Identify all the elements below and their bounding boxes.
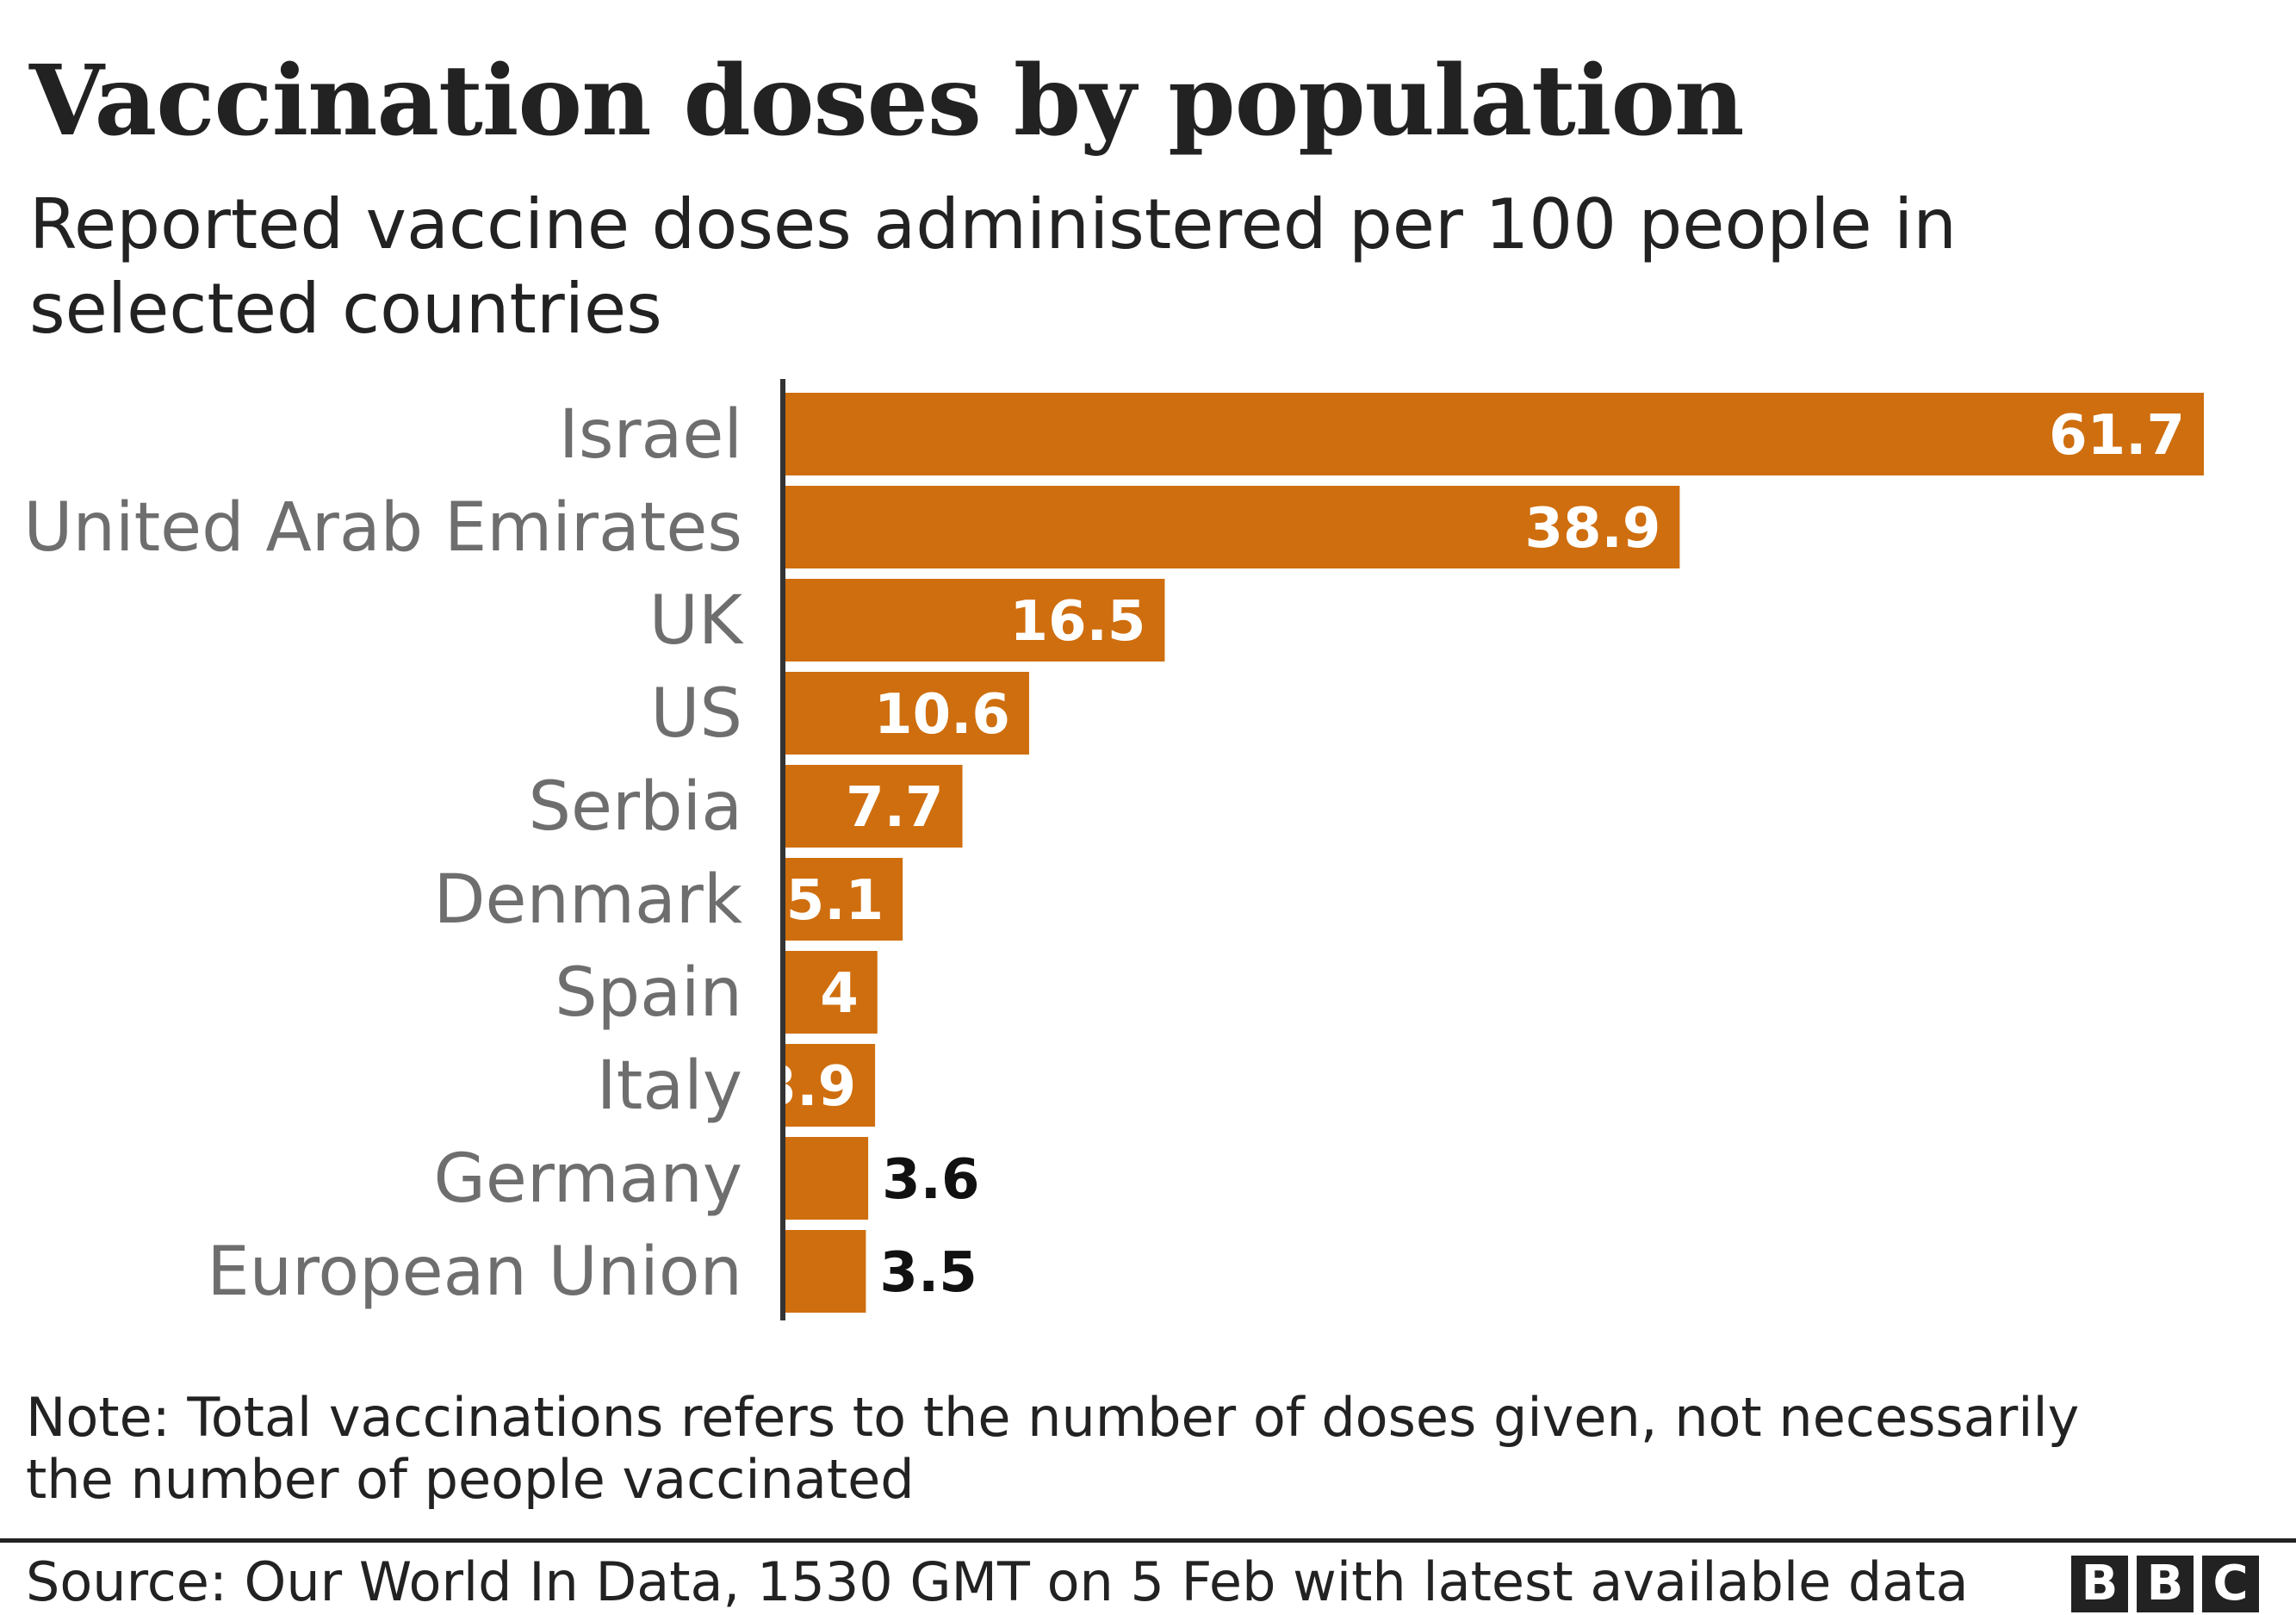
category-label: United Arab Emirates (23, 489, 742, 567)
value-label: 4 (820, 962, 859, 1026)
logo-letter: C (2202, 1556, 2259, 1612)
chart-note: Note: Total vaccinations refers to the n… (26, 1386, 2080, 1511)
value-label: 61.7 (2049, 404, 2185, 468)
value-label: 7.7 (846, 776, 943, 840)
bar (785, 858, 903, 941)
value-label: 10.6 (874, 683, 1010, 747)
category-label: Denmark (433, 861, 742, 939)
value-label: 3.5 (879, 1241, 977, 1305)
chart-title: Vaccination doses by population (29, 45, 1745, 158)
logo-letter: B (2137, 1556, 2194, 1612)
value-label: 16.5 (1010, 590, 1146, 654)
value-label: 5.1 (786, 869, 884, 933)
category-label: Germany (433, 1140, 742, 1218)
bar (785, 579, 1165, 662)
value-label: 3.9 (759, 1055, 856, 1119)
bar (785, 951, 878, 1034)
bar (785, 672, 1029, 755)
bar (785, 1137, 869, 1220)
bar (785, 765, 963, 848)
y-axis-line (780, 379, 785, 1320)
bar (785, 1044, 876, 1127)
category-label: European Union (207, 1233, 742, 1311)
bar (785, 486, 1680, 568)
source-text: Source: Our World In Data, 1530 GMT on 5… (26, 1550, 1969, 1613)
category-label: Spain (555, 954, 742, 1032)
bar-chart: Israel 61.7 United Arab Emirates 38.9 UK 16.5… (23, 379, 2204, 1320)
bbc-logo: B B C (2071, 1556, 2259, 1612)
chart-subtitle: Reported vaccine doses administered per … (29, 184, 1957, 349)
category-label: Serbia (528, 768, 742, 846)
category-label: Israel (559, 396, 742, 474)
footer-divider (0, 1538, 2296, 1543)
category-label: US (650, 675, 742, 753)
logo-letter: B (2071, 1556, 2128, 1612)
category-label: UK (649, 582, 744, 660)
category-label: Italy (597, 1047, 742, 1125)
bar (785, 393, 2204, 475)
value-label: 38.9 (1524, 497, 1660, 561)
bar (785, 1230, 866, 1313)
value-label: 3.6 (882, 1148, 979, 1212)
